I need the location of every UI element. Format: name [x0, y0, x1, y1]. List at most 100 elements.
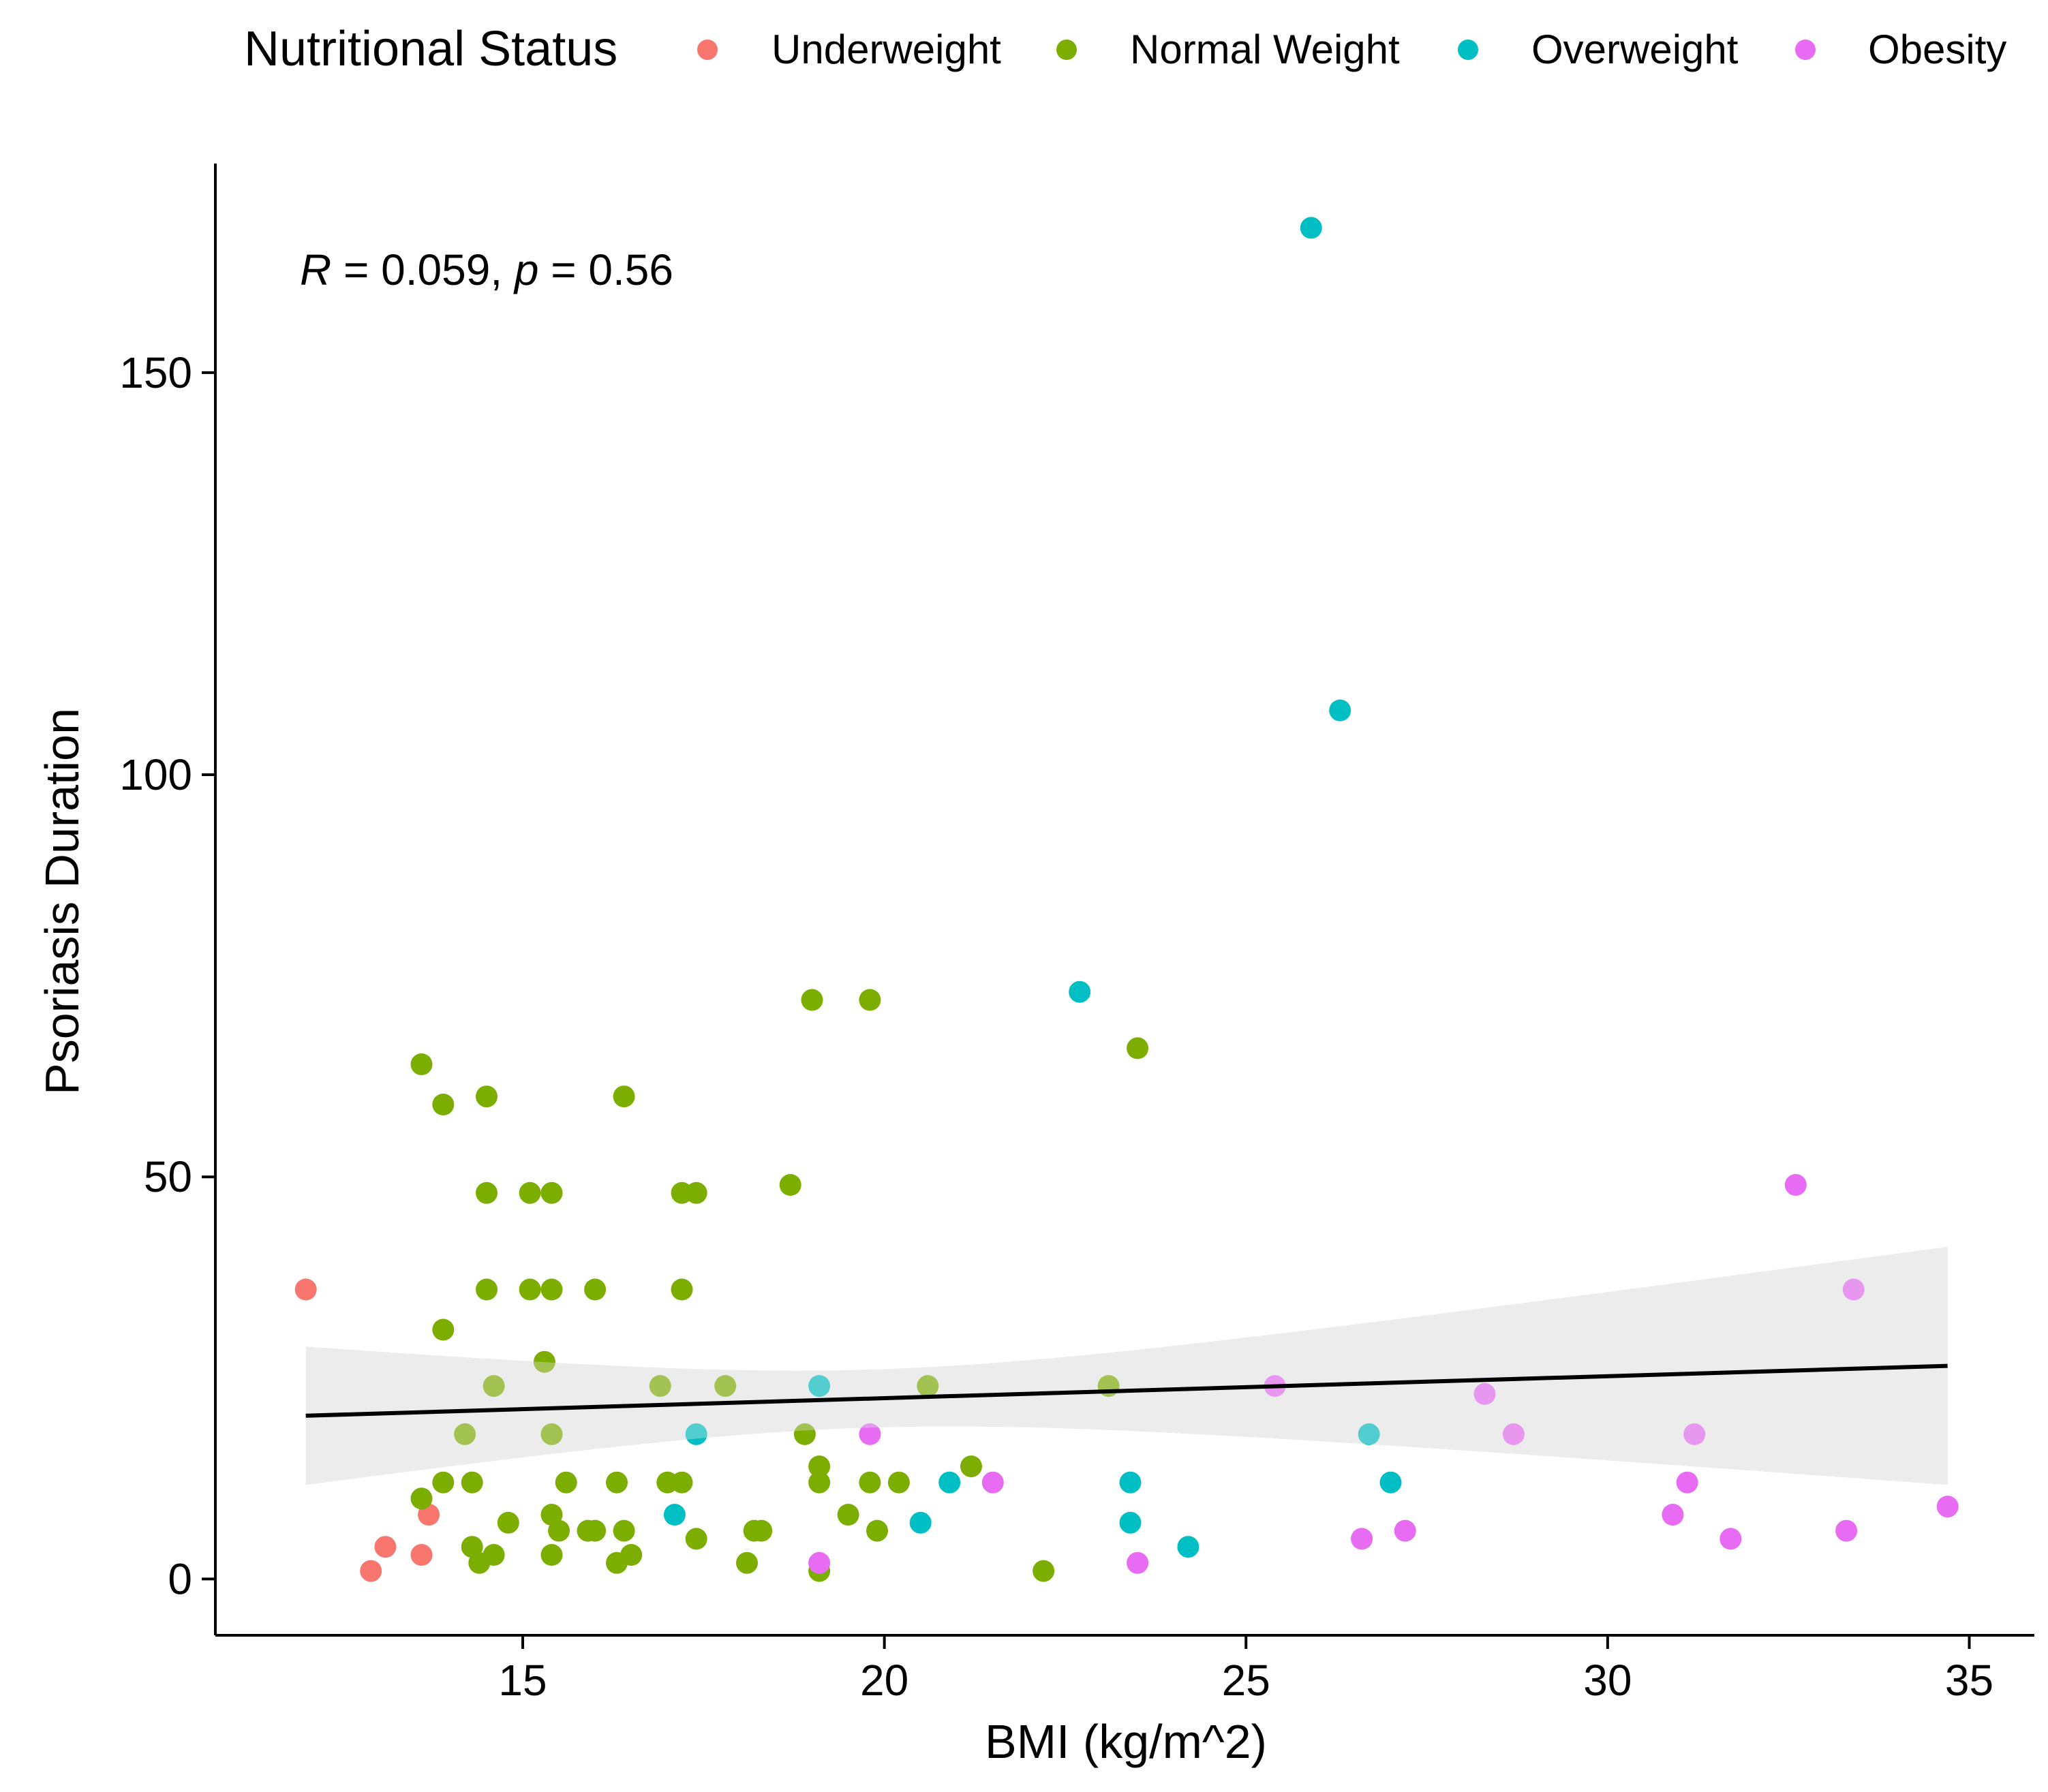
point-normal-weight — [620, 1544, 643, 1566]
point-obesity — [1351, 1528, 1373, 1550]
point-normal-weight — [483, 1544, 505, 1566]
point-normal-weight — [1033, 1560, 1055, 1582]
point-normal-weight — [584, 1519, 607, 1542]
point-normal-weight — [432, 1471, 455, 1494]
point-normal-weight — [714, 1375, 737, 1397]
y-tick-label: 150 — [119, 348, 192, 397]
point-obesity — [1842, 1278, 1865, 1301]
point-normal-weight — [736, 1551, 758, 1574]
point-normal-weight — [960, 1455, 982, 1478]
point-normal-weight — [1127, 1037, 1149, 1060]
point-normal-weight — [540, 1181, 563, 1204]
point-normal-weight — [432, 1094, 455, 1115]
point-normal-weight — [476, 1085, 498, 1108]
point-normal-weight — [685, 1181, 707, 1204]
point-obesity — [1662, 1504, 1684, 1526]
point-normal-weight — [476, 1278, 498, 1301]
point-overweight — [663, 1504, 686, 1526]
point-overweight — [1358, 1423, 1380, 1445]
point-overweight — [1300, 217, 1322, 239]
point-obesity — [1502, 1423, 1525, 1445]
legend-swatch-obesity — [1795, 40, 1816, 60]
point-normal-weight — [533, 1350, 555, 1373]
legend-label-obesity: Obesity — [1868, 27, 2006, 72]
point-normal-weight — [540, 1544, 563, 1566]
x-tick-label: 35 — [1945, 1656, 1993, 1705]
x-axis-ticks: 15 20 25 30 35 — [498, 1635, 1993, 1705]
point-obesity — [1784, 1174, 1807, 1196]
point-overweight — [909, 1511, 932, 1534]
point-overweight — [808, 1375, 831, 1397]
point-obesity — [1473, 1382, 1496, 1405]
point-normal-weight — [461, 1471, 483, 1494]
point-normal-weight — [779, 1174, 801, 1196]
point-obesity — [1683, 1423, 1706, 1445]
point-normal-weight — [454, 1423, 476, 1445]
point-normal-weight — [410, 1487, 433, 1510]
confidence-band — [305, 1246, 1948, 1485]
point-underweight — [410, 1544, 433, 1566]
confidence-band-overlay — [305, 1246, 1948, 1485]
point-normal-weight — [750, 1519, 773, 1542]
point-normal-weight — [613, 1519, 635, 1542]
point-normal-weight — [837, 1504, 859, 1526]
point-normal-weight — [917, 1375, 939, 1397]
point-normal-weight — [555, 1471, 577, 1494]
point-overweight — [685, 1423, 707, 1445]
point-normal-weight — [540, 1423, 563, 1445]
point-normal-weight — [671, 1471, 693, 1494]
point-underweight — [374, 1536, 397, 1558]
point-normal-weight — [497, 1511, 519, 1534]
point-normal-weight — [613, 1085, 635, 1108]
legend-title: Nutritional Status — [244, 22, 617, 76]
point-normal-weight — [859, 1471, 881, 1494]
x-tick-label: 25 — [1222, 1656, 1270, 1705]
point-overweight — [1329, 699, 1351, 722]
point-overweight — [1069, 980, 1091, 1003]
x-tick-label: 30 — [1583, 1656, 1632, 1705]
y-axis-title: Psoriasis Duration — [35, 708, 89, 1095]
point-normal-weight — [887, 1471, 910, 1494]
point-obesity — [859, 1423, 881, 1445]
point-normal-weight — [540, 1278, 563, 1301]
point-normal-weight — [584, 1278, 607, 1301]
point-underweight — [360, 1560, 382, 1582]
point-obesity — [808, 1551, 831, 1574]
point-normal-weight — [808, 1471, 831, 1494]
point-overweight — [938, 1471, 961, 1494]
regression-line — [305, 1363, 1948, 1418]
point-overweight — [1119, 1471, 1142, 1494]
point-normal-weight — [519, 1181, 541, 1204]
point-obesity — [1720, 1528, 1742, 1550]
point-normal-weight — [410, 1053, 433, 1075]
r-symbol: R — [300, 245, 331, 294]
x-axis-title: BMI (kg/m^2) — [985, 1715, 1267, 1768]
point-normal-weight — [476, 1181, 498, 1204]
legend: Nutritional Status Underweight Normal Wei… — [244, 22, 2006, 76]
point-normal-weight — [866, 1519, 888, 1542]
point-overweight — [1379, 1471, 1402, 1494]
legend-label-overweight: Overweight — [1531, 27, 1739, 72]
x-tick-label: 15 — [498, 1656, 547, 1705]
point-normal-weight — [671, 1278, 693, 1301]
p-value: = 0.56 — [538, 245, 673, 294]
point-normal-weight — [685, 1528, 707, 1550]
y-tick-label: 50 — [144, 1152, 192, 1201]
point-obesity — [1835, 1519, 1858, 1542]
legend-label-normal-weight: Normal Weight — [1130, 27, 1400, 72]
y-tick-label: 100 — [119, 750, 192, 799]
point-normal-weight — [859, 989, 881, 1011]
point-underweight — [294, 1278, 317, 1301]
point-obesity — [1394, 1519, 1416, 1542]
point-overweight — [1177, 1536, 1199, 1558]
point-normal-weight — [606, 1471, 628, 1494]
legend-swatch-underweight — [697, 40, 718, 60]
correlation-annotation: R = 0.059, p = 0.56 — [300, 245, 673, 294]
y-tick-label: 0 — [168, 1554, 192, 1603]
point-normal-weight — [519, 1278, 541, 1301]
point-normal-weight — [432, 1318, 455, 1341]
point-normal-weight — [483, 1375, 505, 1397]
point-overweight — [1119, 1511, 1142, 1534]
data-points — [294, 217, 1959, 1582]
